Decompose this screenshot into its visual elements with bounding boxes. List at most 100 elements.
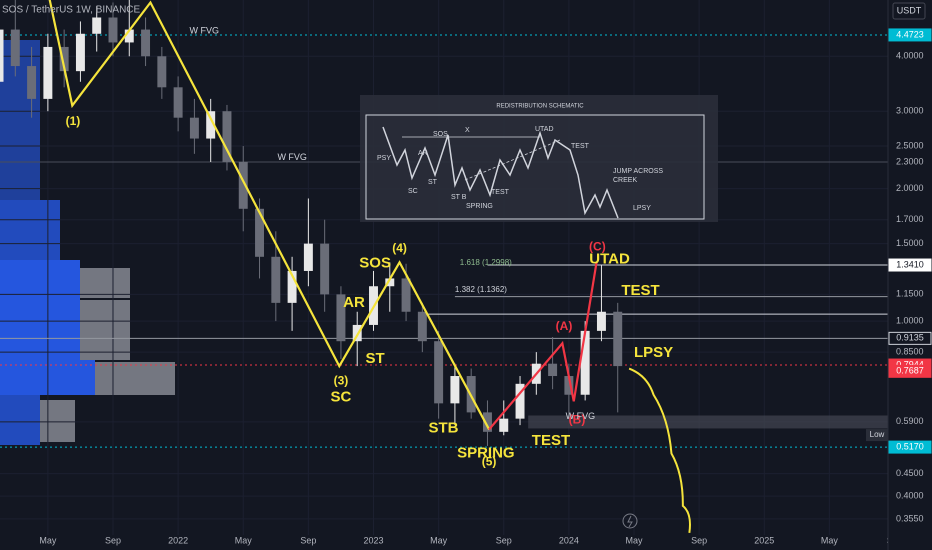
y-tick-label: 0.3550 [896,513,924,523]
candle-body [238,161,248,209]
candle-body [157,56,167,88]
annotation: 1.382 (1.1362) [455,285,507,294]
schematic-inset: REDISTRIBUTION SCHEMATIC PSY SOS X UTAD … [360,95,718,222]
annotation: (5) [482,455,497,469]
wave-line [48,0,491,430]
candle-body [255,208,265,257]
y-tick-label: 2.0000 [896,183,924,193]
x-tick-label: May [821,535,839,545]
x-tick-label: May [39,535,57,545]
profile-bar [40,400,75,442]
y-tick-label: 4.0000 [896,51,924,61]
annotation: TEST [532,432,570,449]
annotation: SOS [359,255,391,272]
inset-label: ST [428,179,438,186]
profile-bar [0,260,80,360]
candle-body [10,29,20,67]
x-tick-label: 2022 [168,535,188,545]
currency: USDT [897,5,922,15]
annotation: STB [429,419,459,436]
icon-glyph [627,515,633,528]
price-tag-label: 0.9135 [896,333,924,343]
inset-label: SPRING [466,203,493,210]
candle-body [75,33,85,72]
x-tick-label: Sep [496,535,512,545]
candle-body [336,294,346,342]
price-tag [888,28,932,42]
annotation: (3) [334,373,349,387]
candle-body [482,412,492,432]
candle-body [564,376,574,395]
candle-body [189,117,199,139]
candle-body [580,330,590,395]
y-tick-label: 2.5000 [896,140,924,150]
candle-body [206,111,216,139]
annotation: AR [343,294,365,311]
annotation: W FVG [566,411,596,421]
inset-frame [365,114,705,220]
candle-body [59,46,69,72]
plot-area: May Sep 2022 May Sep 2023 May Sep 2024 May Sep 2025… [0,0,903,545]
price-axis-bg [888,0,932,550]
candle-body [27,66,37,99]
profile-bar [0,40,40,200]
candle-body [271,256,281,303]
candle-body [417,311,427,342]
y-tick-label: 1.1500 [896,289,924,299]
profile-bar [80,300,130,360]
currency-box [892,2,926,20]
annotation: (1) [66,114,81,128]
candle-body [450,376,460,404]
inset-label: AR [418,150,428,157]
candle-body [287,270,297,303]
price-tag-label: 0.5170 [896,441,924,451]
x-tick-label: May [430,535,448,545]
profile-bar [80,268,130,298]
annotation: LPSY [634,344,673,361]
x-tick-label: Sep [105,535,121,545]
fvg-zone [528,415,888,429]
price-tag [888,440,932,454]
candle-body [515,383,525,419]
candle-body [385,278,395,287]
candle-body [108,17,118,43]
y-tick-label: 1.7000 [896,214,924,224]
y-tick-label: 1.0000 [896,315,924,325]
profile-bar [95,362,175,395]
inset-label: ST B [451,194,467,201]
inset-label: CREEK [613,177,637,184]
inset-label: LPSY [633,205,651,212]
candle-body [124,29,134,43]
schematic-path [382,126,619,219]
x-tick-label: 2023 [363,535,383,545]
candle-body [141,29,151,57]
icon[interactable] [622,513,638,529]
inset-label: JUMP ACROSS [613,168,663,175]
candle-body [613,311,623,367]
x-tick-label: 2024 [559,535,579,545]
y-tick-label: 3.0000 [896,106,924,116]
candle-body [320,243,330,295]
volume-profile [0,40,175,445]
price-tag [888,331,932,345]
candle-body [499,418,509,432]
price-tag-label: 0.7944 [896,359,924,369]
candle-body [596,311,606,331]
inset-title: REDISTRIBUTION SCHEMATIC [496,104,584,110]
y-tick-label: 2.3000 [896,156,924,166]
x-tick-label: May [625,535,643,545]
annotation: SC [331,389,352,406]
low-tag [866,429,888,442]
inset-label: X [465,127,470,134]
profile-bar [0,395,40,445]
candle-body [434,341,444,404]
x-tick-label: May [235,535,253,545]
price-tag [888,258,932,272]
price-tag-label: 0.7687 [896,366,924,376]
candle-body [43,46,53,99]
candle-body [173,87,183,118]
y-tick-label: 1.5000 [896,238,924,248]
projection-line [628,367,691,533]
candle-body [0,29,4,82]
